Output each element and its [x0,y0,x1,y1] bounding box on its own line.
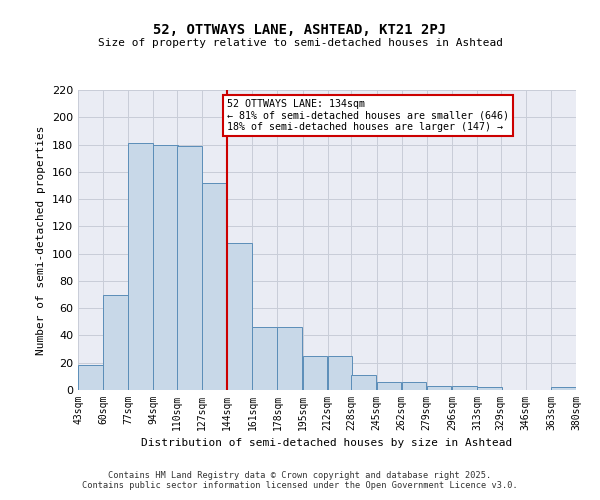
Bar [302,356,327,390]
Bar [177,146,202,390]
Bar [154,144,178,390]
Bar [477,388,502,390]
Bar [452,386,476,390]
Bar [78,366,103,390]
Bar [202,182,227,390]
Bar [128,143,153,390]
Bar [277,328,302,390]
Bar [227,242,252,390]
Text: Contains HM Land Registry data © Crown copyright and database right 2025.
Contai: Contains HM Land Registry data © Crown c… [82,470,518,490]
X-axis label: Distribution of semi-detached houses by size in Ashtead: Distribution of semi-detached houses by … [142,438,512,448]
Bar [352,375,376,390]
Bar [253,328,277,390]
Text: Size of property relative to semi-detached houses in Ashtead: Size of property relative to semi-detach… [97,38,503,48]
Bar [401,382,427,390]
Y-axis label: Number of semi-detached properties: Number of semi-detached properties [37,125,46,355]
Bar [427,386,451,390]
Bar [103,294,128,390]
Bar [328,356,352,390]
Bar [377,382,401,390]
Text: 52 OTTWAYS LANE: 134sqm
← 81% of semi-detached houses are smaller (646)
18% of s: 52 OTTWAYS LANE: 134sqm ← 81% of semi-de… [227,99,509,132]
Text: 52, OTTWAYS LANE, ASHTEAD, KT21 2PJ: 52, OTTWAYS LANE, ASHTEAD, KT21 2PJ [154,22,446,36]
Bar [551,388,575,390]
